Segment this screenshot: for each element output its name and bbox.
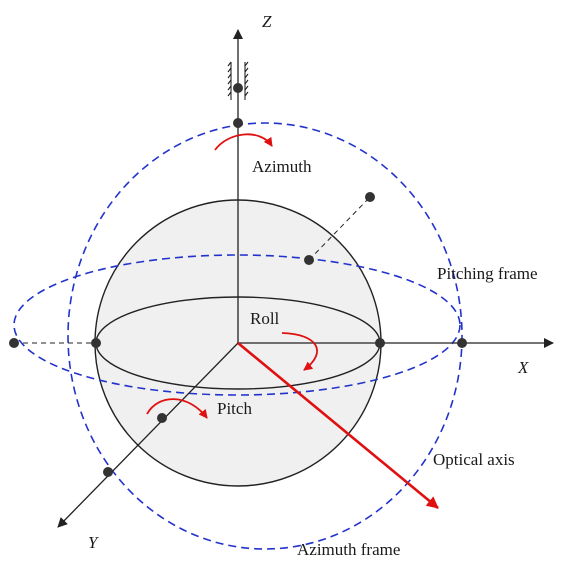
z-axis-label: Z xyxy=(262,12,272,31)
joint-dot-y-outer xyxy=(103,467,113,477)
roll-rotation-arrow xyxy=(281,332,318,371)
joint-dot-z-mount xyxy=(233,83,243,93)
z-mount-bracket xyxy=(227,61,249,100)
azimuth-frame-ellipse xyxy=(67,122,463,550)
azimuth-rotation-arrow xyxy=(214,133,273,151)
pitch-rotation-arrow xyxy=(146,398,208,419)
joint-dot-y-inner xyxy=(157,413,167,423)
azimuth-label: Azimuth xyxy=(252,157,312,176)
joint-dot-x-left-outer xyxy=(9,338,19,348)
joint-dot-azimuth-top xyxy=(233,118,243,128)
optical-axis-label: Optical axis xyxy=(433,450,515,469)
roll-label: Roll xyxy=(250,309,280,328)
y-axis-line xyxy=(57,342,239,528)
joint-dot-x-left-sphere xyxy=(91,338,101,348)
joint-dots xyxy=(9,83,467,477)
joint-dot-x-right-sphere xyxy=(375,338,385,348)
optical-axis-arrow xyxy=(237,341,439,510)
pitching-frame-ellipse xyxy=(13,254,461,396)
azimuth-frame-label: Azimuth frame xyxy=(297,540,400,559)
joint-dot-pitch-pivot-inner xyxy=(304,255,314,265)
y-axis-label: Y xyxy=(88,533,99,552)
pitch-pivot-dashed xyxy=(308,196,371,261)
pitching-frame-label: Pitching frame xyxy=(437,264,538,283)
joint-dot-x-right-outer xyxy=(457,338,467,348)
x-axis-label: X xyxy=(517,358,529,377)
pitch-label: Pitch xyxy=(217,399,252,418)
joint-dot-pitch-pivot-outer xyxy=(365,192,375,202)
